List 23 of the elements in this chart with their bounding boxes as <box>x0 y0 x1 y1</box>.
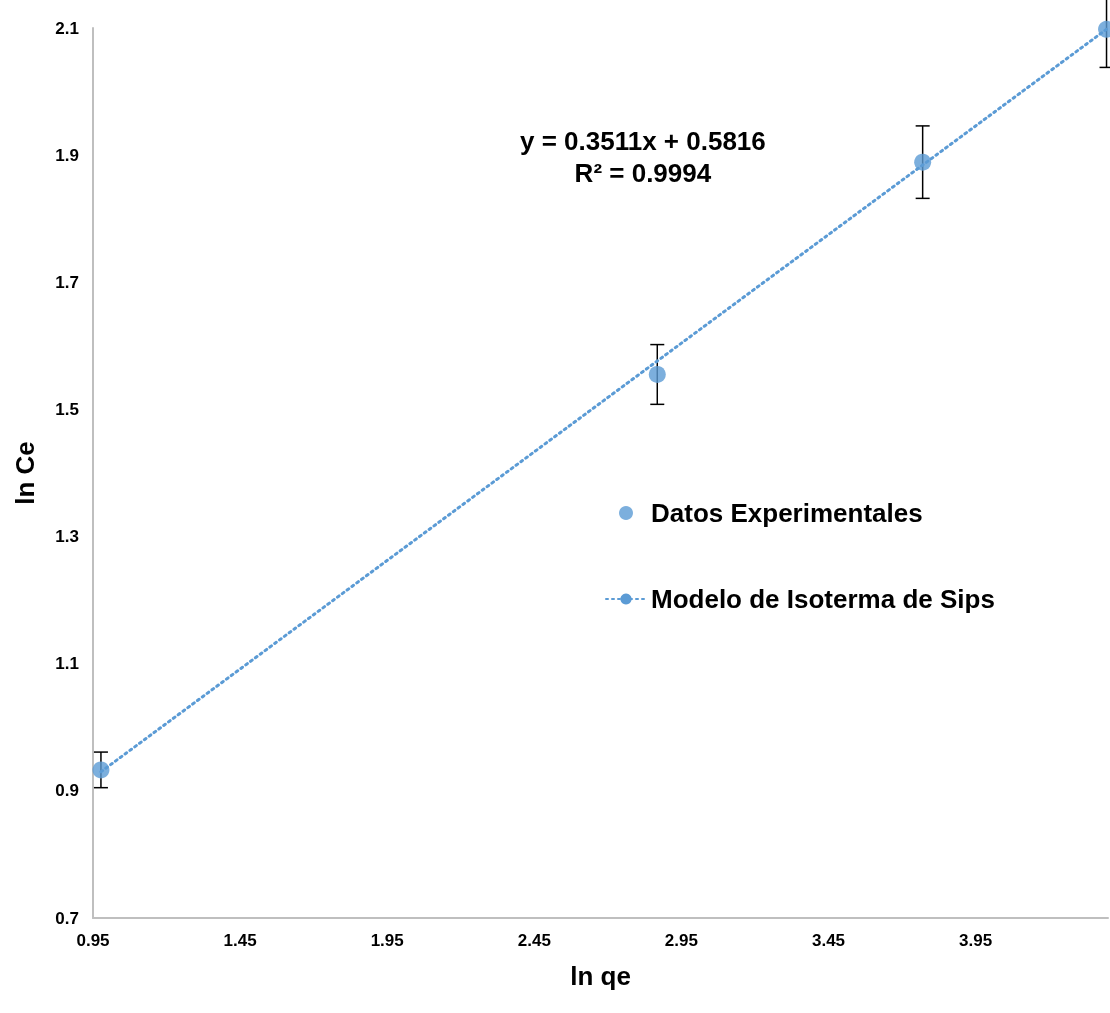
y-tick-label: 1.9 <box>55 145 79 165</box>
annotation: y = 0.3511x + 0.5816 R² = 0.9994 <box>520 126 766 188</box>
point <box>648 365 666 383</box>
x-axis-title: ln qe <box>570 961 631 991</box>
x-tick-label: 3.45 <box>811 931 846 950</box>
x-tick-label: 1.95 <box>370 931 404 950</box>
y-tick-label: 1.7 <box>55 272 79 292</box>
y-tick-label: 0.9 <box>55 781 79 801</box>
x-tick-label: 2.95 <box>664 931 698 950</box>
point <box>914 153 932 171</box>
y-tick-label: 1.5 <box>55 399 79 419</box>
y-tick-label: 1.1 <box>55 654 79 674</box>
y-axis-title: ln Ce <box>10 441 40 505</box>
x-tick-label: 2.45 <box>517 931 551 950</box>
y-tick-label: 2.1 <box>55 18 79 38</box>
x-tick-label: 3.95 <box>959 931 993 950</box>
x-tick-label: 1.45 <box>223 931 257 950</box>
point <box>92 761 110 779</box>
y-tick-label: 0.7 <box>55 908 79 928</box>
legend-label: Modelo de Isoterma de Sips <box>651 584 995 614</box>
y-tick-label: 1.3 <box>55 527 79 547</box>
legend-label: Datos Experimentales <box>651 498 923 528</box>
x-tick-label: 0.95 <box>76 931 110 950</box>
